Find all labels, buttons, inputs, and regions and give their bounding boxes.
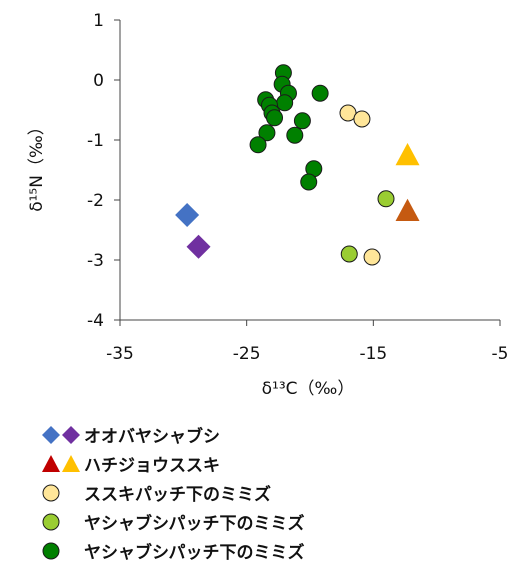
y-tick-label: 0: [93, 71, 104, 91]
y-tick-label: -1: [87, 131, 104, 151]
legend-label: ハチジョウススキ: [84, 456, 220, 476]
data-point-circle: [249, 136, 267, 154]
data-point-circle: [258, 124, 276, 142]
legend-item: オオバヤシャブシ: [40, 420, 400, 449]
legend-item: ハチジョウススキ: [40, 449, 400, 478]
legend-label: ヤシャブシパッチ下のミミズ: [84, 514, 305, 534]
x-axis-title: δ¹³C（‰）: [262, 379, 355, 399]
data-point-circle: [311, 84, 329, 102]
x-tick-label: -25: [233, 344, 261, 364]
data-point-circle: [363, 248, 381, 266]
legend-symbol-group: [42, 454, 80, 472]
y-axis-title: δ¹⁵N（‰）: [27, 118, 47, 212]
y-tick-label: 1: [93, 11, 104, 31]
legend-circle-icon: [42, 542, 60, 559]
data-point-diamond: [186, 234, 211, 259]
scatter-chart: 1 0 -1 -2 -3 -4-35 -25 -15 -5 δ¹³C（‰） δ¹⁵N（‰）: [27, 11, 509, 399]
data-point-triangle: [395, 143, 420, 166]
legend-diamond-icon: [42, 425, 60, 444]
y-tick-label: -4: [87, 311, 104, 331]
data-point-circle: [377, 190, 395, 208]
legend-item: ヤシャブシパッチ下のミミズ: [40, 536, 400, 565]
data-point-circle: [286, 126, 304, 144]
data-point-triangle: [395, 198, 420, 221]
legend-item: ススキパッチ下のミミズ: [40, 478, 400, 507]
legend-symbol-group: [42, 484, 60, 501]
legend-symbols: [40, 511, 84, 533]
legend-label: ヤシャブシパッチ下のミミズ: [84, 543, 305, 563]
legend-symbols: [40, 424, 84, 446]
legend-label: ススキパッチ下のミミズ: [84, 485, 271, 505]
legend-label: オオバヤシャブシ: [84, 427, 220, 447]
legend-symbols: [40, 540, 84, 562]
legend-circle-icon: [42, 513, 60, 530]
y-tick-label: -2: [87, 191, 104, 211]
legend-symbols: [40, 453, 84, 475]
legend-symbol-group: [42, 542, 60, 559]
data-point-circle: [293, 112, 311, 130]
legend-symbols: [40, 482, 84, 504]
x-tick-label: -35: [106, 344, 134, 364]
data-point-circle: [266, 109, 284, 127]
legend-triangle-icon: [62, 454, 80, 472]
legend-triangle-icon: [42, 454, 60, 472]
legend-item: ヤシャブシパッチ下のミミズ: [40, 507, 400, 536]
data-point-circle: [300, 173, 318, 191]
legend: オオバヤシャブシ ハチジョウススキ ススキパッチ下のミミズ ヤシャブシパッチ下の…: [40, 420, 400, 565]
x-tick-label: -5: [492, 344, 509, 364]
y-tick-label: -3: [87, 251, 104, 271]
legend-circle-icon: [42, 484, 60, 501]
legend-diamond-icon: [62, 425, 80, 444]
x-tick-label: -15: [359, 344, 387, 364]
data-point-circle: [353, 110, 371, 128]
legend-symbol-group: [42, 425, 80, 444]
data-point-circle: [340, 245, 358, 263]
data-point-diamond: [175, 203, 200, 227]
legend-symbol-group: [42, 513, 60, 530]
